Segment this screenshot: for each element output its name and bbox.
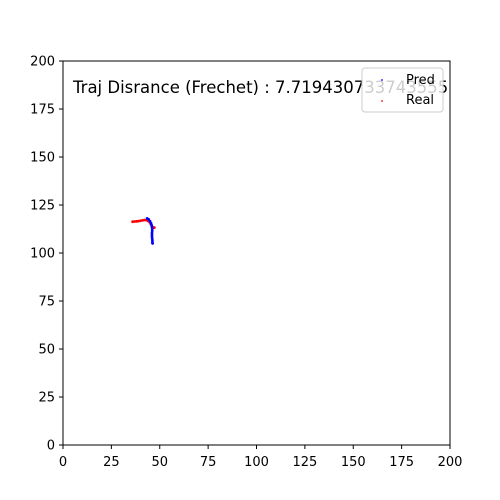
y-axis-ticks: 0 25 50 75 100 125 150 175 200 xyxy=(30,55,63,454)
pred-point xyxy=(151,242,154,245)
pred-point xyxy=(150,239,154,242)
pred-point xyxy=(150,233,154,237)
x-tick-label: 125 xyxy=(292,455,317,470)
y-tick-label: 75 xyxy=(38,295,55,310)
pred-series xyxy=(145,217,154,245)
plot-frame xyxy=(62,60,451,446)
pred-point xyxy=(150,231,154,235)
x-tick-label: 75 xyxy=(200,455,217,470)
x-axis-ticks: 0 25 50 75 100 125 150 175 200 xyxy=(59,445,463,470)
y-tick-label: 100 xyxy=(30,247,55,262)
x-tick-label: 150 xyxy=(341,455,366,470)
x-tick-label: 50 xyxy=(151,455,168,470)
legend-label-pred: Pred xyxy=(406,73,435,88)
x-tick-label: 100 xyxy=(244,455,269,470)
real-point xyxy=(152,226,156,230)
x-tick-label: 0 xyxy=(59,455,67,470)
legend: Pred Real xyxy=(361,67,444,113)
y-tick-label: 150 xyxy=(30,151,55,166)
frechet-distance-annotation: Traj Disrance (Frechet) : 7.719430733743… xyxy=(72,78,448,97)
y-tick-label: 200 xyxy=(30,55,55,70)
legend-label-real: Real xyxy=(406,93,434,108)
plot-area-background xyxy=(63,61,450,445)
x-tick-label: 175 xyxy=(389,455,414,470)
y-tick-label: 50 xyxy=(38,343,55,358)
legend-marker-real xyxy=(381,100,383,102)
pred-point xyxy=(150,227,154,231)
y-tick-label: 125 xyxy=(30,199,55,214)
y-tick-label: 25 xyxy=(38,391,55,406)
x-tick-label: 200 xyxy=(438,455,463,470)
y-tick-label: 175 xyxy=(30,103,55,118)
x-tick-label: 25 xyxy=(103,455,120,470)
legend-marker-pred xyxy=(381,79,383,81)
y-tick-label: 0 xyxy=(47,439,55,454)
